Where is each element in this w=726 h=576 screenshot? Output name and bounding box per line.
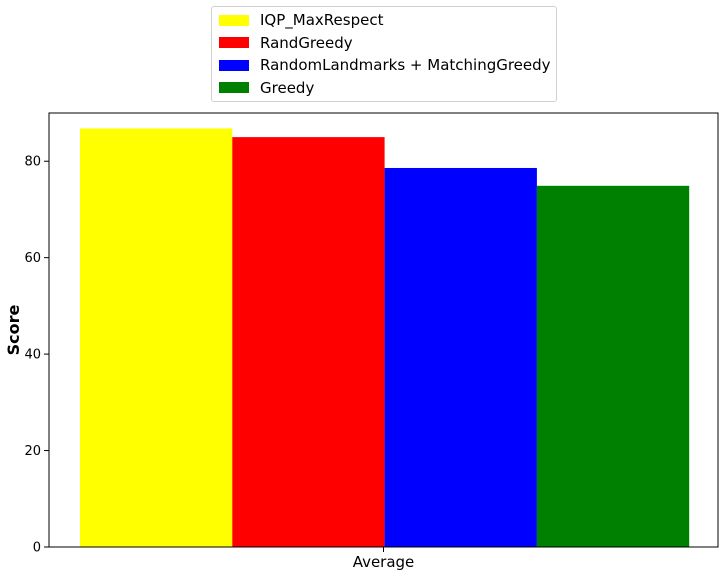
y-axis-label: Score [4, 304, 23, 355]
y-axis: 0 20 40 60 80 [24, 155, 49, 556]
legend-label: RandGreedy [260, 33, 353, 52]
y-tick-label: 40 [24, 348, 41, 363]
legend-label: IQP_MaxRespect [260, 11, 384, 29]
bars-group [80, 128, 690, 548]
bar-greedy [536, 185, 690, 547]
y-tick-label: 60 [24, 251, 41, 266]
bar-iqp-maxrespect [80, 128, 233, 548]
legend-swatch [219, 37, 249, 48]
legend-swatch [219, 82, 249, 93]
y-tick-label: 80 [24, 155, 41, 170]
legend-swatch [219, 14, 249, 26]
legend-label: RandomLandmarks + MatchingGreedy [260, 56, 551, 74]
legend: IQP_MaxRespect RandGreedy RandomLandmarks … [211, 6, 557, 102]
bar-randomlandmarks-matchinggreedy [384, 167, 537, 547]
y-tick-label: 0 [33, 541, 41, 556]
y-tick-label: 20 [24, 444, 41, 459]
x-tick-label: Average [353, 553, 415, 571]
x-axis: Average [353, 547, 415, 571]
bar-randgreedy [232, 137, 385, 547]
legend-label: Greedy [260, 78, 315, 97]
legend-swatch [219, 59, 249, 71]
